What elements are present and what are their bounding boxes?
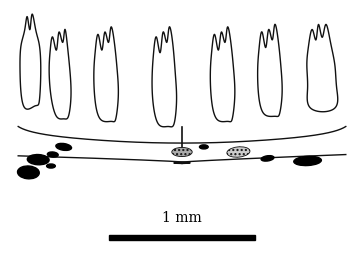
Ellipse shape (227, 147, 250, 157)
Ellipse shape (199, 145, 208, 149)
Ellipse shape (47, 152, 58, 157)
Text: 1 mm: 1 mm (162, 210, 202, 224)
Polygon shape (152, 28, 177, 127)
Polygon shape (210, 28, 235, 122)
Ellipse shape (47, 164, 55, 168)
Ellipse shape (56, 144, 72, 151)
Polygon shape (49, 30, 71, 120)
Ellipse shape (294, 157, 321, 166)
Ellipse shape (172, 148, 192, 157)
Polygon shape (258, 25, 282, 117)
Bar (109, 235, 255, 240)
Ellipse shape (27, 155, 49, 165)
Polygon shape (307, 25, 338, 112)
Ellipse shape (261, 156, 274, 162)
Ellipse shape (17, 166, 39, 179)
Polygon shape (94, 28, 118, 122)
Polygon shape (20, 15, 41, 110)
